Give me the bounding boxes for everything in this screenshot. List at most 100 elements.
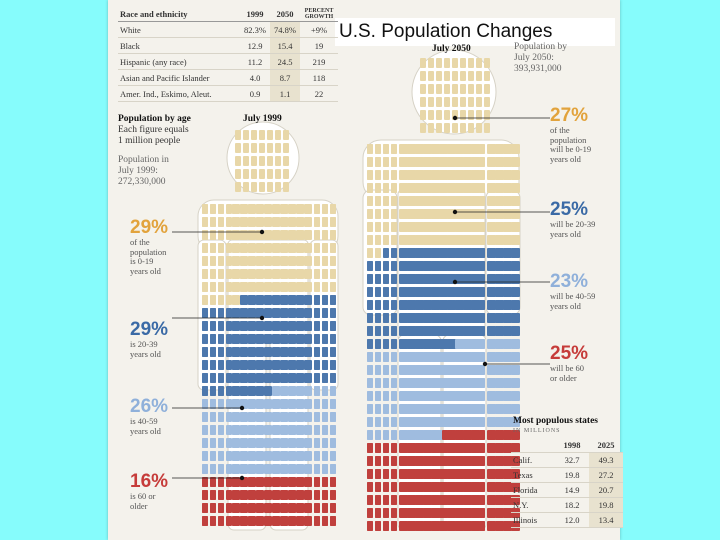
person-glyph [234, 334, 240, 344]
person-glyph [210, 399, 216, 409]
person-glyph [434, 209, 440, 219]
person-glyph [426, 326, 432, 336]
person-glyph [498, 404, 504, 414]
leader-dot [259, 229, 265, 235]
person-glyph [450, 183, 456, 193]
table-row: Amer. Ind., Eskimo, Aleut. 0.9 1.1 22 [118, 85, 338, 102]
person-glyph [498, 495, 504, 505]
person-glyph [210, 490, 216, 500]
person-glyph [226, 438, 232, 448]
person-glyph [434, 391, 440, 401]
person-glyph [410, 495, 416, 505]
person-glyph [466, 469, 472, 479]
person-glyph [322, 516, 328, 526]
person-glyph [450, 430, 456, 440]
person-glyph [498, 144, 504, 154]
person-glyph [267, 182, 273, 192]
race-name: Amer. Ind., Eskimo, Aleut. [118, 85, 240, 102]
person-glyph [506, 287, 512, 297]
person-glyph [314, 360, 320, 370]
person-glyph [410, 417, 416, 427]
person-glyph [474, 378, 480, 388]
growth-value: 19 [300, 37, 338, 54]
person-glyph [474, 443, 480, 453]
person-glyph [306, 373, 312, 383]
person-glyph [210, 321, 216, 331]
person-glyph [450, 300, 456, 310]
person-glyph [306, 308, 312, 318]
person-glyph [498, 235, 504, 245]
person-glyph [466, 222, 472, 232]
age-section-subtitle-2: 1 million people [118, 136, 181, 146]
person-glyph [367, 157, 373, 167]
person-glyph [234, 425, 240, 435]
person-glyph [514, 300, 520, 310]
person-glyph [251, 169, 257, 179]
race-name: Hispanic (any race) [118, 53, 240, 70]
person-glyph [314, 438, 320, 448]
person-glyph [506, 183, 512, 193]
person-glyph [466, 508, 472, 518]
person-glyph [226, 308, 232, 318]
person-glyph [314, 373, 320, 383]
person-glyph [250, 321, 256, 331]
age-section-header: Population by age Each figure equals 1 m… [118, 114, 228, 188]
pop-1999-label-1: Population in [118, 155, 169, 165]
person-glyph [274, 256, 280, 266]
person-glyph [367, 248, 373, 258]
person-glyph [420, 123, 426, 133]
person-glyph [468, 84, 474, 94]
person-glyph [218, 516, 224, 526]
person-glyph [250, 347, 256, 357]
person-glyph [375, 365, 381, 375]
person-glyph [460, 84, 466, 94]
person-glyph [306, 334, 312, 344]
person-glyph [226, 464, 232, 474]
person-glyph [490, 404, 496, 414]
person-glyph [458, 378, 464, 388]
person-glyph [391, 222, 397, 232]
person-glyph [479, 196, 485, 206]
person-glyph [330, 451, 336, 461]
person-glyph [402, 456, 408, 466]
person-glyph [367, 170, 373, 180]
person-glyph [426, 508, 432, 518]
person-glyph [274, 321, 280, 331]
person-glyph [210, 204, 216, 214]
person-glyph [490, 430, 496, 440]
person-glyph [383, 417, 389, 427]
person-glyph [391, 417, 397, 427]
person-glyph [410, 222, 416, 232]
person-glyph [450, 326, 456, 336]
person-glyph [330, 217, 336, 227]
person-glyph [367, 183, 373, 193]
person-glyph [410, 456, 416, 466]
person-glyph [282, 308, 288, 318]
person-glyph [490, 183, 496, 193]
person-glyph [479, 365, 485, 375]
person-glyph [218, 321, 224, 331]
year-1999-header: 1999 [240, 6, 270, 22]
person-glyph [410, 326, 416, 336]
person-glyph [434, 430, 440, 440]
person-glyph [250, 269, 256, 279]
person-glyph [375, 157, 381, 167]
person-glyph [410, 144, 416, 154]
person-glyph [375, 456, 381, 466]
person-glyph [410, 157, 416, 167]
person-glyph [367, 430, 373, 440]
person-glyph [479, 352, 485, 362]
person-glyph [490, 365, 496, 375]
desc-line: years old [550, 153, 581, 164]
person-glyph [266, 425, 272, 435]
person-glyph [226, 295, 232, 305]
person-glyph [418, 209, 424, 219]
person-glyph [466, 391, 472, 401]
person-glyph [514, 391, 520, 401]
person-glyph [506, 404, 512, 414]
person-glyph [452, 123, 458, 133]
desc-line: will be 40-59 [550, 291, 596, 301]
person-glyph [375, 404, 381, 414]
person-glyph [490, 469, 496, 479]
person-glyph [434, 339, 440, 349]
